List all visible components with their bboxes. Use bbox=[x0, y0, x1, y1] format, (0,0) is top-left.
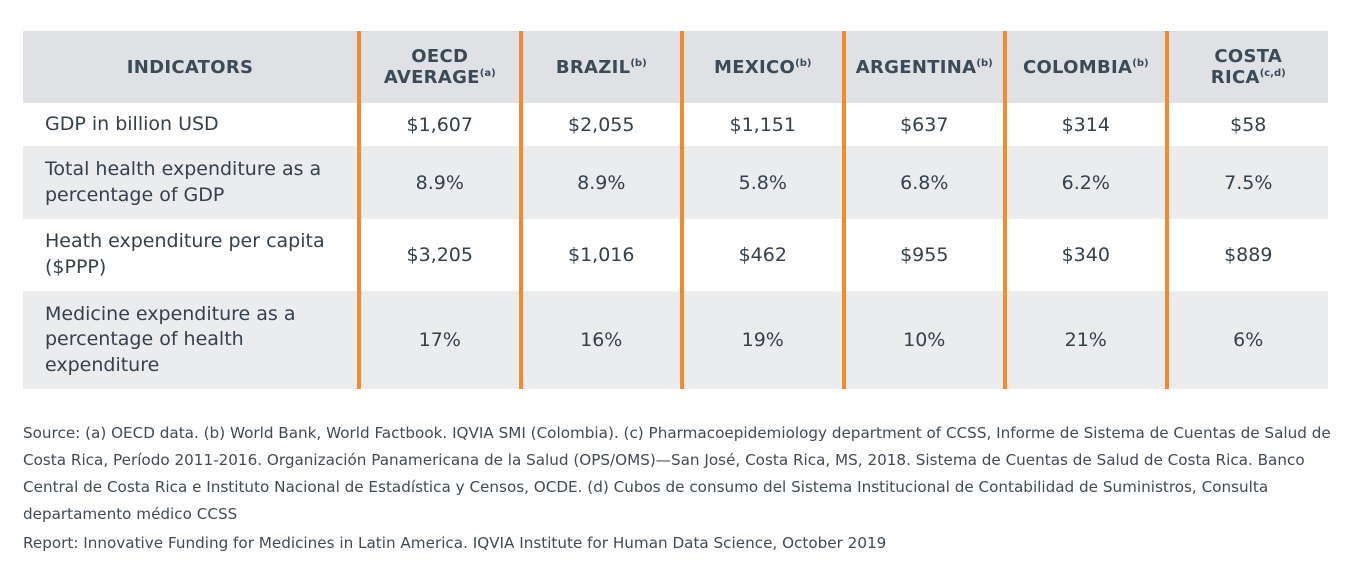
table-row-gdp: GDP in billion USD $1,607 $2,055 $1,151 … bbox=[23, 103, 1328, 146]
table-row-health-expenditure-gdp: Total health expenditure as a percentage… bbox=[23, 146, 1328, 219]
header-label: COLOMBIA bbox=[1022, 56, 1133, 78]
table-cell: 8.9% bbox=[357, 146, 521, 219]
table-cell: $3,205 bbox=[357, 219, 521, 291]
header-argentina: ARGENTINA(b) bbox=[841, 31, 1005, 103]
header-costa-rica: COSTA RICA(c,d) bbox=[1164, 31, 1328, 103]
header-indicators: INDICATORS bbox=[23, 31, 359, 103]
header-footnote: (b) bbox=[795, 57, 812, 69]
header-brazil: BRAZIL(b) bbox=[518, 31, 682, 103]
header-footnote: (b) bbox=[1132, 57, 1149, 69]
table-cell: $340 bbox=[1003, 219, 1167, 291]
indicators-table-container: INDICATORS OECD AVERAGE(a) BRAZIL(b) MEX… bbox=[23, 31, 1328, 389]
table-cell: $955 bbox=[841, 219, 1005, 291]
table-cell: 10% bbox=[841, 291, 1005, 389]
indicator-label: Heath expenditure per capita ($PPP) bbox=[23, 219, 359, 291]
report-note: Report: Innovative Funding for Medicines… bbox=[23, 534, 887, 552]
table-header-row: INDICATORS OECD AVERAGE(a) BRAZIL(b) MEX… bbox=[23, 31, 1328, 103]
indicator-label: Total health expenditure as a percentage… bbox=[23, 146, 359, 219]
table-cell: 5.8% bbox=[680, 146, 844, 219]
source-note: Source: (a) OECD data. (b) World Bank, W… bbox=[23, 424, 1331, 523]
header-label: OECD AVERAGE bbox=[383, 46, 480, 88]
table-cell: $889 bbox=[1164, 219, 1328, 291]
indicators-table: INDICATORS OECD AVERAGE(a) BRAZIL(b) MEX… bbox=[23, 31, 1328, 389]
header-mexico: MEXICO(b) bbox=[680, 31, 844, 103]
table-row-health-expenditure-per-capita: Heath expenditure per capita ($PPP) $3,2… bbox=[23, 219, 1328, 291]
table-cell: $1,016 bbox=[518, 219, 682, 291]
table-cell: 7.5% bbox=[1164, 146, 1328, 219]
table-cell: 6.2% bbox=[1003, 146, 1167, 219]
table-notes: Source: (a) OECD data. (b) World Bank, W… bbox=[23, 420, 1333, 557]
header-footnote: (a) bbox=[479, 68, 496, 79]
header-label: ARGENTINA bbox=[855, 56, 977, 78]
header-colombia: COLOMBIA(b) bbox=[1003, 31, 1167, 103]
table-cell: $637 bbox=[841, 103, 1005, 146]
header-label: INDICATORS bbox=[126, 56, 254, 78]
indicator-label: Medicine expenditure as a percentage of … bbox=[23, 291, 359, 389]
table-cell: 16% bbox=[518, 291, 682, 389]
header-label: MEXICO bbox=[714, 56, 796, 78]
table-cell: 19% bbox=[680, 291, 844, 389]
table-cell: $1,151 bbox=[680, 103, 844, 146]
header-footnote: (b) bbox=[630, 57, 647, 69]
header-label: BRAZIL bbox=[555, 56, 631, 78]
table-cell: 8.9% bbox=[518, 146, 682, 219]
table-cell: $58 bbox=[1164, 103, 1328, 146]
table-cell: 21% bbox=[1003, 291, 1167, 389]
table-cell: $314 bbox=[1003, 103, 1167, 146]
header-label: COSTA RICA bbox=[1210, 46, 1283, 88]
table-cell: $1,607 bbox=[357, 103, 521, 146]
table-cell: $462 bbox=[680, 219, 844, 291]
table-row-medicine-expenditure: Medicine expenditure as a percentage of … bbox=[23, 291, 1328, 389]
table-cell: $2,055 bbox=[518, 103, 682, 146]
header-footnote: (b) bbox=[976, 57, 993, 69]
header-oecd-average: OECD AVERAGE(a) bbox=[357, 31, 521, 103]
header-footnote: (c,d) bbox=[1259, 68, 1286, 79]
table-cell: 6.8% bbox=[841, 146, 1005, 219]
table-cell: 17% bbox=[357, 291, 521, 389]
table-cell: 6% bbox=[1164, 291, 1328, 389]
indicator-label: GDP in billion USD bbox=[23, 103, 359, 146]
